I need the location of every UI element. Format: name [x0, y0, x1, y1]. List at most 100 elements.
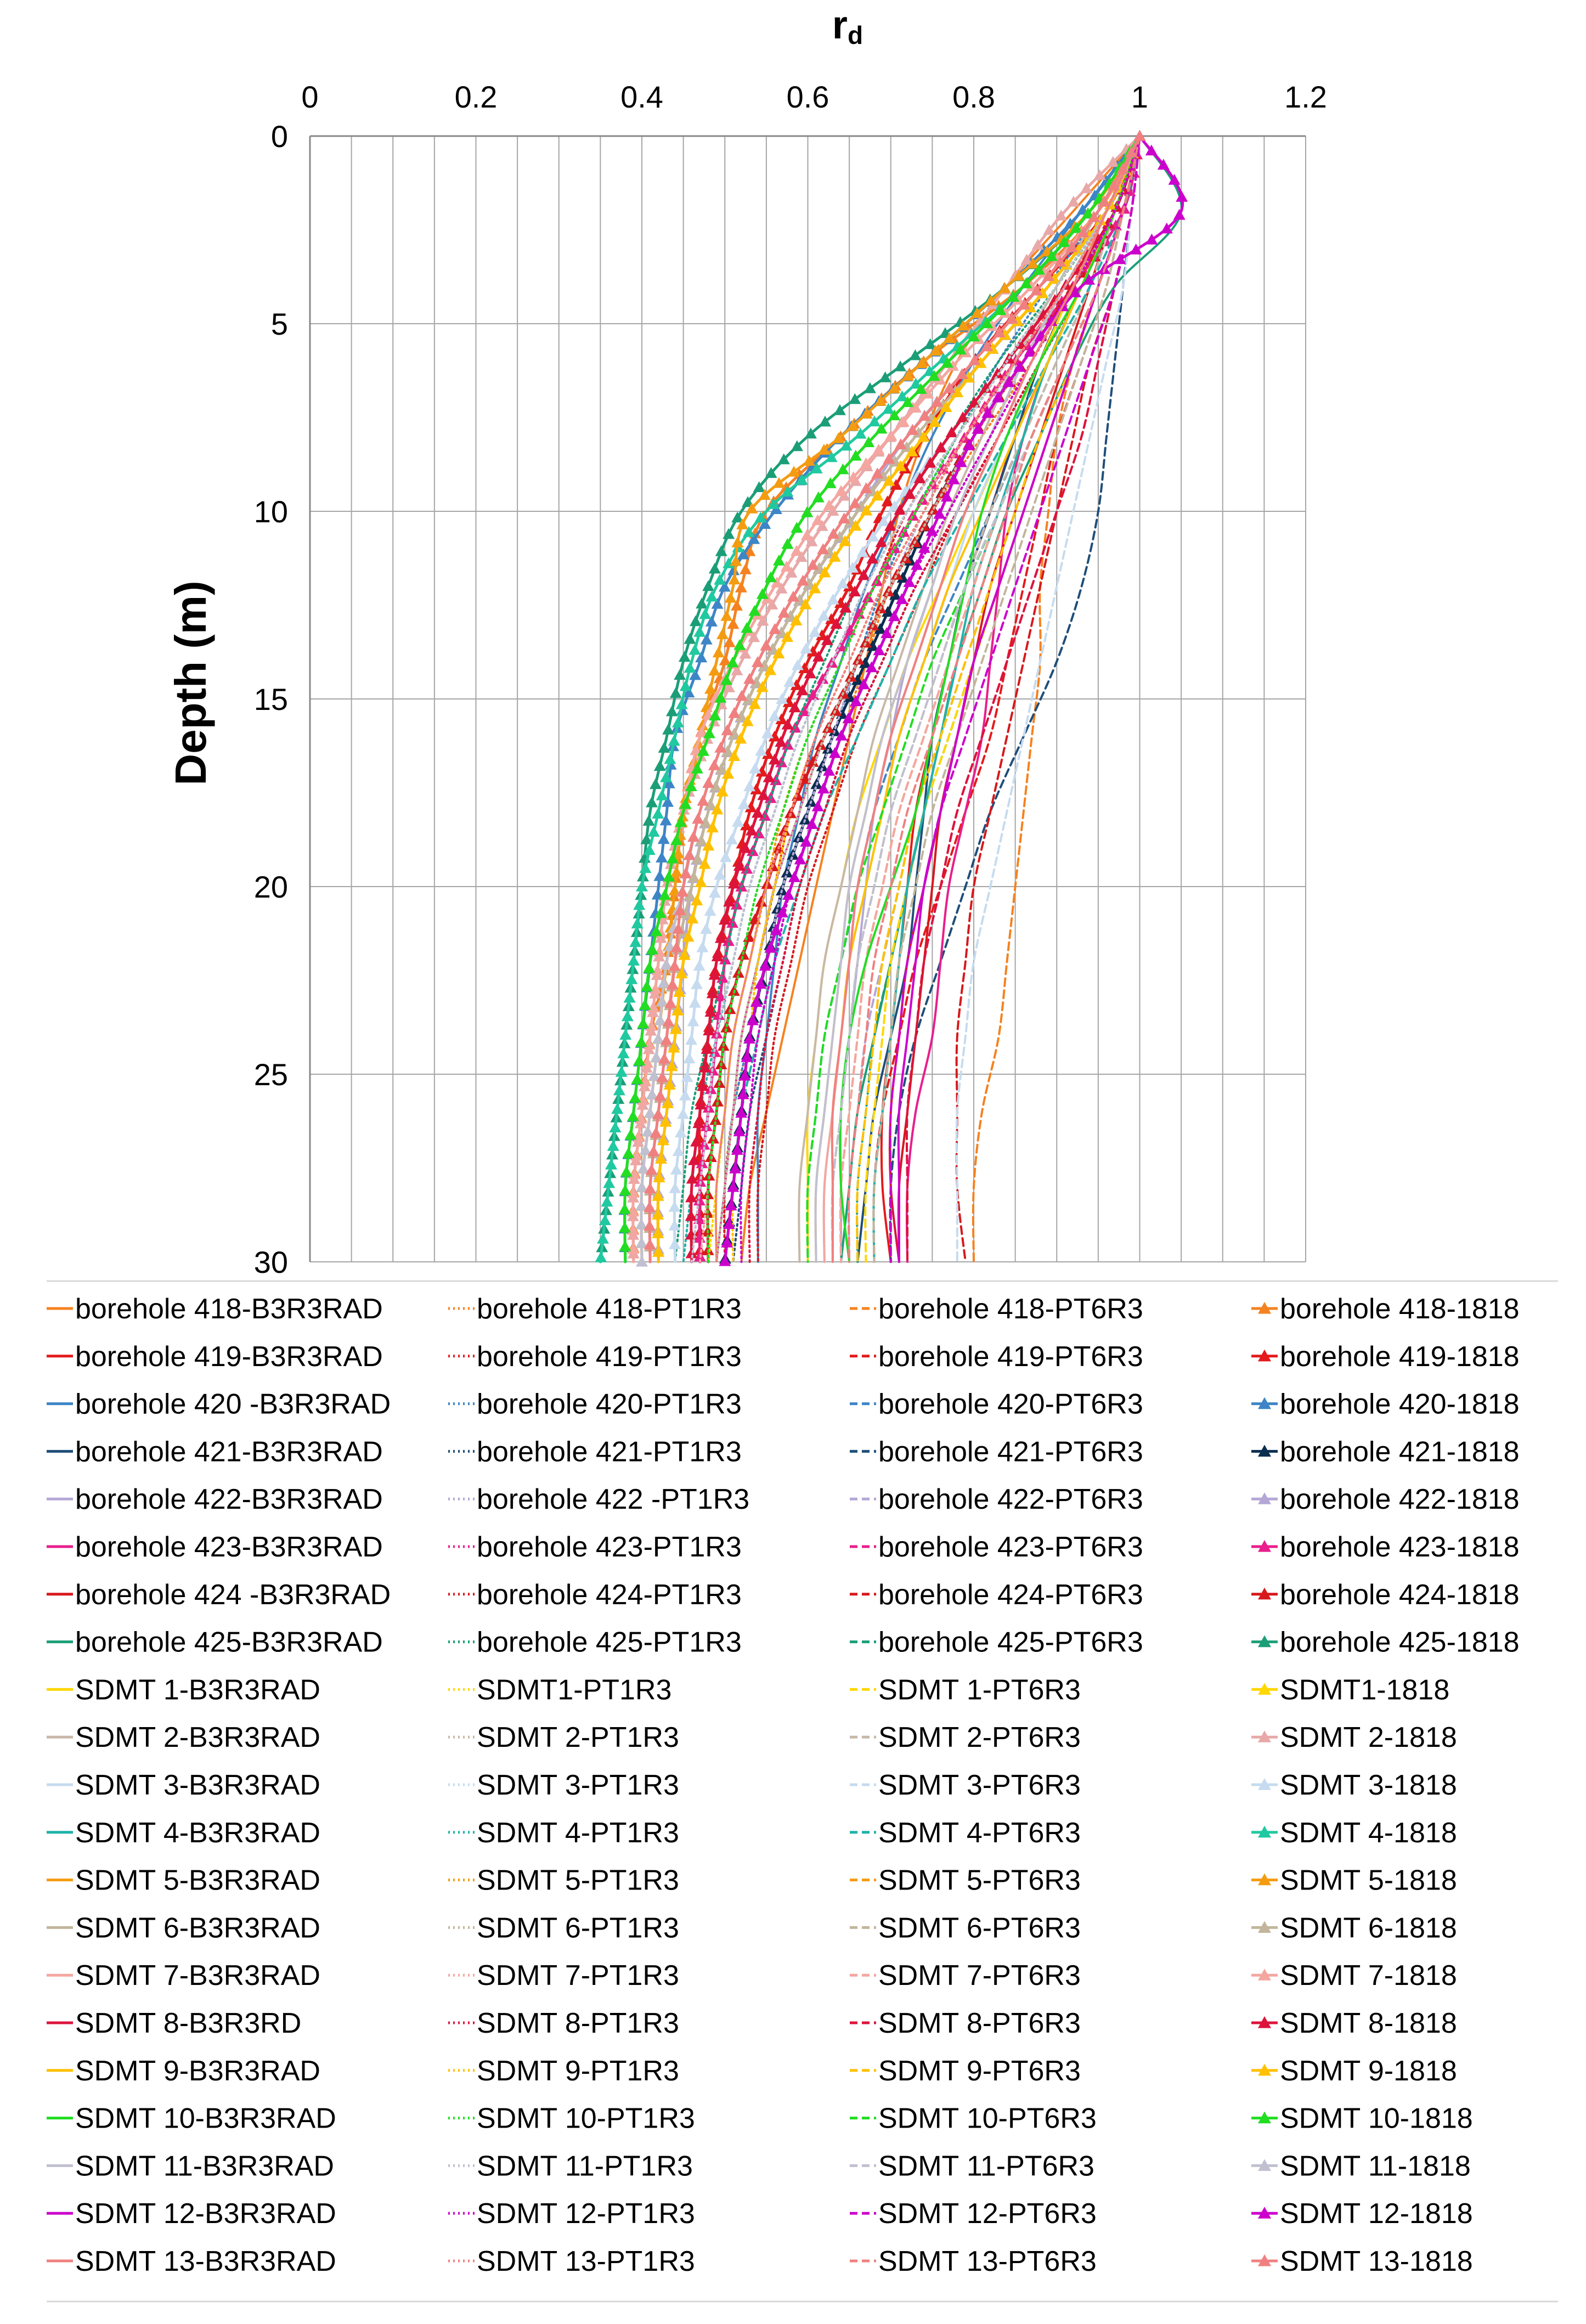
series-marker — [644, 1182, 656, 1194]
series-marker — [723, 636, 736, 647]
series-marker — [690, 744, 702, 755]
series-marker — [658, 889, 671, 900]
series-marker — [840, 439, 853, 451]
series-marker — [784, 610, 797, 621]
legend-marker — [1258, 1397, 1271, 1409]
series-sdmt-13-pt6r3 — [847, 135, 1141, 1263]
legend-item: borehole 418-B3R3RAD — [47, 1293, 383, 1325]
series-marker — [764, 664, 777, 675]
series-marker — [622, 1147, 635, 1158]
series-marker — [780, 561, 793, 572]
legend-label: SDMT 12-PT1R3 — [477, 2198, 695, 2230]
series-marker — [687, 831, 699, 842]
y-tick-label: 20 — [254, 870, 288, 904]
series-marker — [874, 623, 887, 634]
series-marker — [636, 880, 648, 892]
legend-label: borehole 422-1818 — [1280, 1483, 1520, 1515]
series-marker — [843, 691, 856, 702]
legend-label: borehole 421-PT1R3 — [477, 1436, 742, 1468]
series-marker — [788, 701, 801, 713]
series-marker — [643, 844, 656, 855]
series-sdmt-13-b3r3rad — [831, 135, 1141, 1263]
series-marker — [824, 477, 837, 488]
series-marker — [1006, 312, 1018, 324]
series-marker — [639, 999, 651, 1010]
legend-item: SDMT 2-1818 — [1251, 1722, 1457, 1753]
series-marker — [688, 1154, 700, 1165]
legend-label: borehole 422-B3R3RAD — [75, 1483, 383, 1515]
series-marker — [929, 416, 941, 427]
series-marker — [641, 980, 653, 991]
series-marker — [901, 396, 914, 407]
series-marker — [871, 489, 884, 501]
series-layer — [595, 130, 1188, 1267]
series-marker — [617, 1047, 630, 1058]
series-marker — [709, 887, 721, 898]
legend-label: SDMT1-1818 — [1280, 1674, 1449, 1706]
legend-item: borehole 425-B3R3RAD — [47, 1627, 383, 1659]
series-sdmt-12-pt6r3 — [889, 135, 1141, 1263]
legend-item: SDMT 2-PT6R3 — [850, 1722, 1081, 1753]
series-marker — [636, 1181, 648, 1192]
legend-label: borehole 420-PT6R3 — [878, 1389, 1143, 1420]
x-tick-label: 0.4 — [620, 80, 663, 114]
legend-label: borehole 424-PT1R3 — [477, 1579, 742, 1611]
series-marker — [731, 536, 744, 548]
series-marker — [875, 422, 888, 434]
series-marker — [882, 403, 895, 414]
legend-label: SDMT 6-PT1R3 — [477, 1912, 679, 1944]
series-marker — [1012, 269, 1025, 281]
legend-label: borehole 424-1818 — [1280, 1579, 1520, 1611]
series-marker — [739, 647, 752, 659]
series-marker — [637, 1162, 650, 1174]
series-marker — [894, 360, 907, 371]
series-marker — [800, 836, 812, 847]
series-marker — [906, 424, 919, 435]
series-marker — [731, 1144, 743, 1155]
series-marker — [757, 789, 770, 800]
series-marker — [853, 608, 865, 619]
series-marker — [708, 759, 720, 770]
series-marker — [766, 599, 778, 610]
series-marker — [700, 633, 713, 645]
series-marker — [889, 589, 901, 600]
legend-label: SDMT 13-PT6R3 — [878, 2246, 1097, 2277]
legend-item: SDMT 2-B3R3RAD — [47, 1722, 320, 1753]
series-marker — [764, 941, 777, 953]
legend-item: SDMT 9-B3R3RAD — [47, 2055, 320, 2087]
series-marker — [664, 753, 676, 764]
series-marker — [857, 678, 870, 690]
series-marker — [712, 646, 725, 658]
series-marker — [803, 578, 816, 589]
series-marker — [654, 907, 667, 918]
series-marker — [910, 377, 922, 389]
series-marker — [947, 473, 960, 484]
series-marker — [1116, 163, 1129, 174]
series-marker — [1012, 294, 1025, 305]
legend-label: borehole 422 -PT1R3 — [477, 1483, 749, 1515]
legend-marker — [1258, 1968, 1271, 1981]
series-marker — [769, 753, 781, 765]
legend-marker — [1258, 1635, 1271, 1648]
series-marker — [668, 735, 680, 746]
series-marker — [703, 1170, 715, 1181]
series-marker — [985, 295, 997, 306]
legend-item: borehole 422-PT6R3 — [850, 1483, 1143, 1515]
series-line — [674, 135, 1141, 1263]
legend-item: SDMT 12-PT1R3 — [448, 2198, 695, 2230]
series-marker — [716, 628, 729, 639]
series-marker — [809, 626, 821, 637]
series-marker — [746, 845, 759, 856]
series-marker — [716, 972, 729, 983]
series-marker — [631, 1073, 644, 1084]
series-marker — [715, 545, 727, 556]
series-marker — [775, 626, 788, 638]
series-marker — [758, 489, 771, 500]
series-marker — [684, 889, 696, 900]
series-marker — [679, 798, 692, 809]
series-line — [955, 135, 1141, 1263]
legend-label: SDMT 13-B3R3RAD — [75, 2246, 336, 2277]
series-marker — [719, 851, 732, 862]
series-marker — [633, 899, 646, 910]
series-marker — [931, 396, 944, 407]
